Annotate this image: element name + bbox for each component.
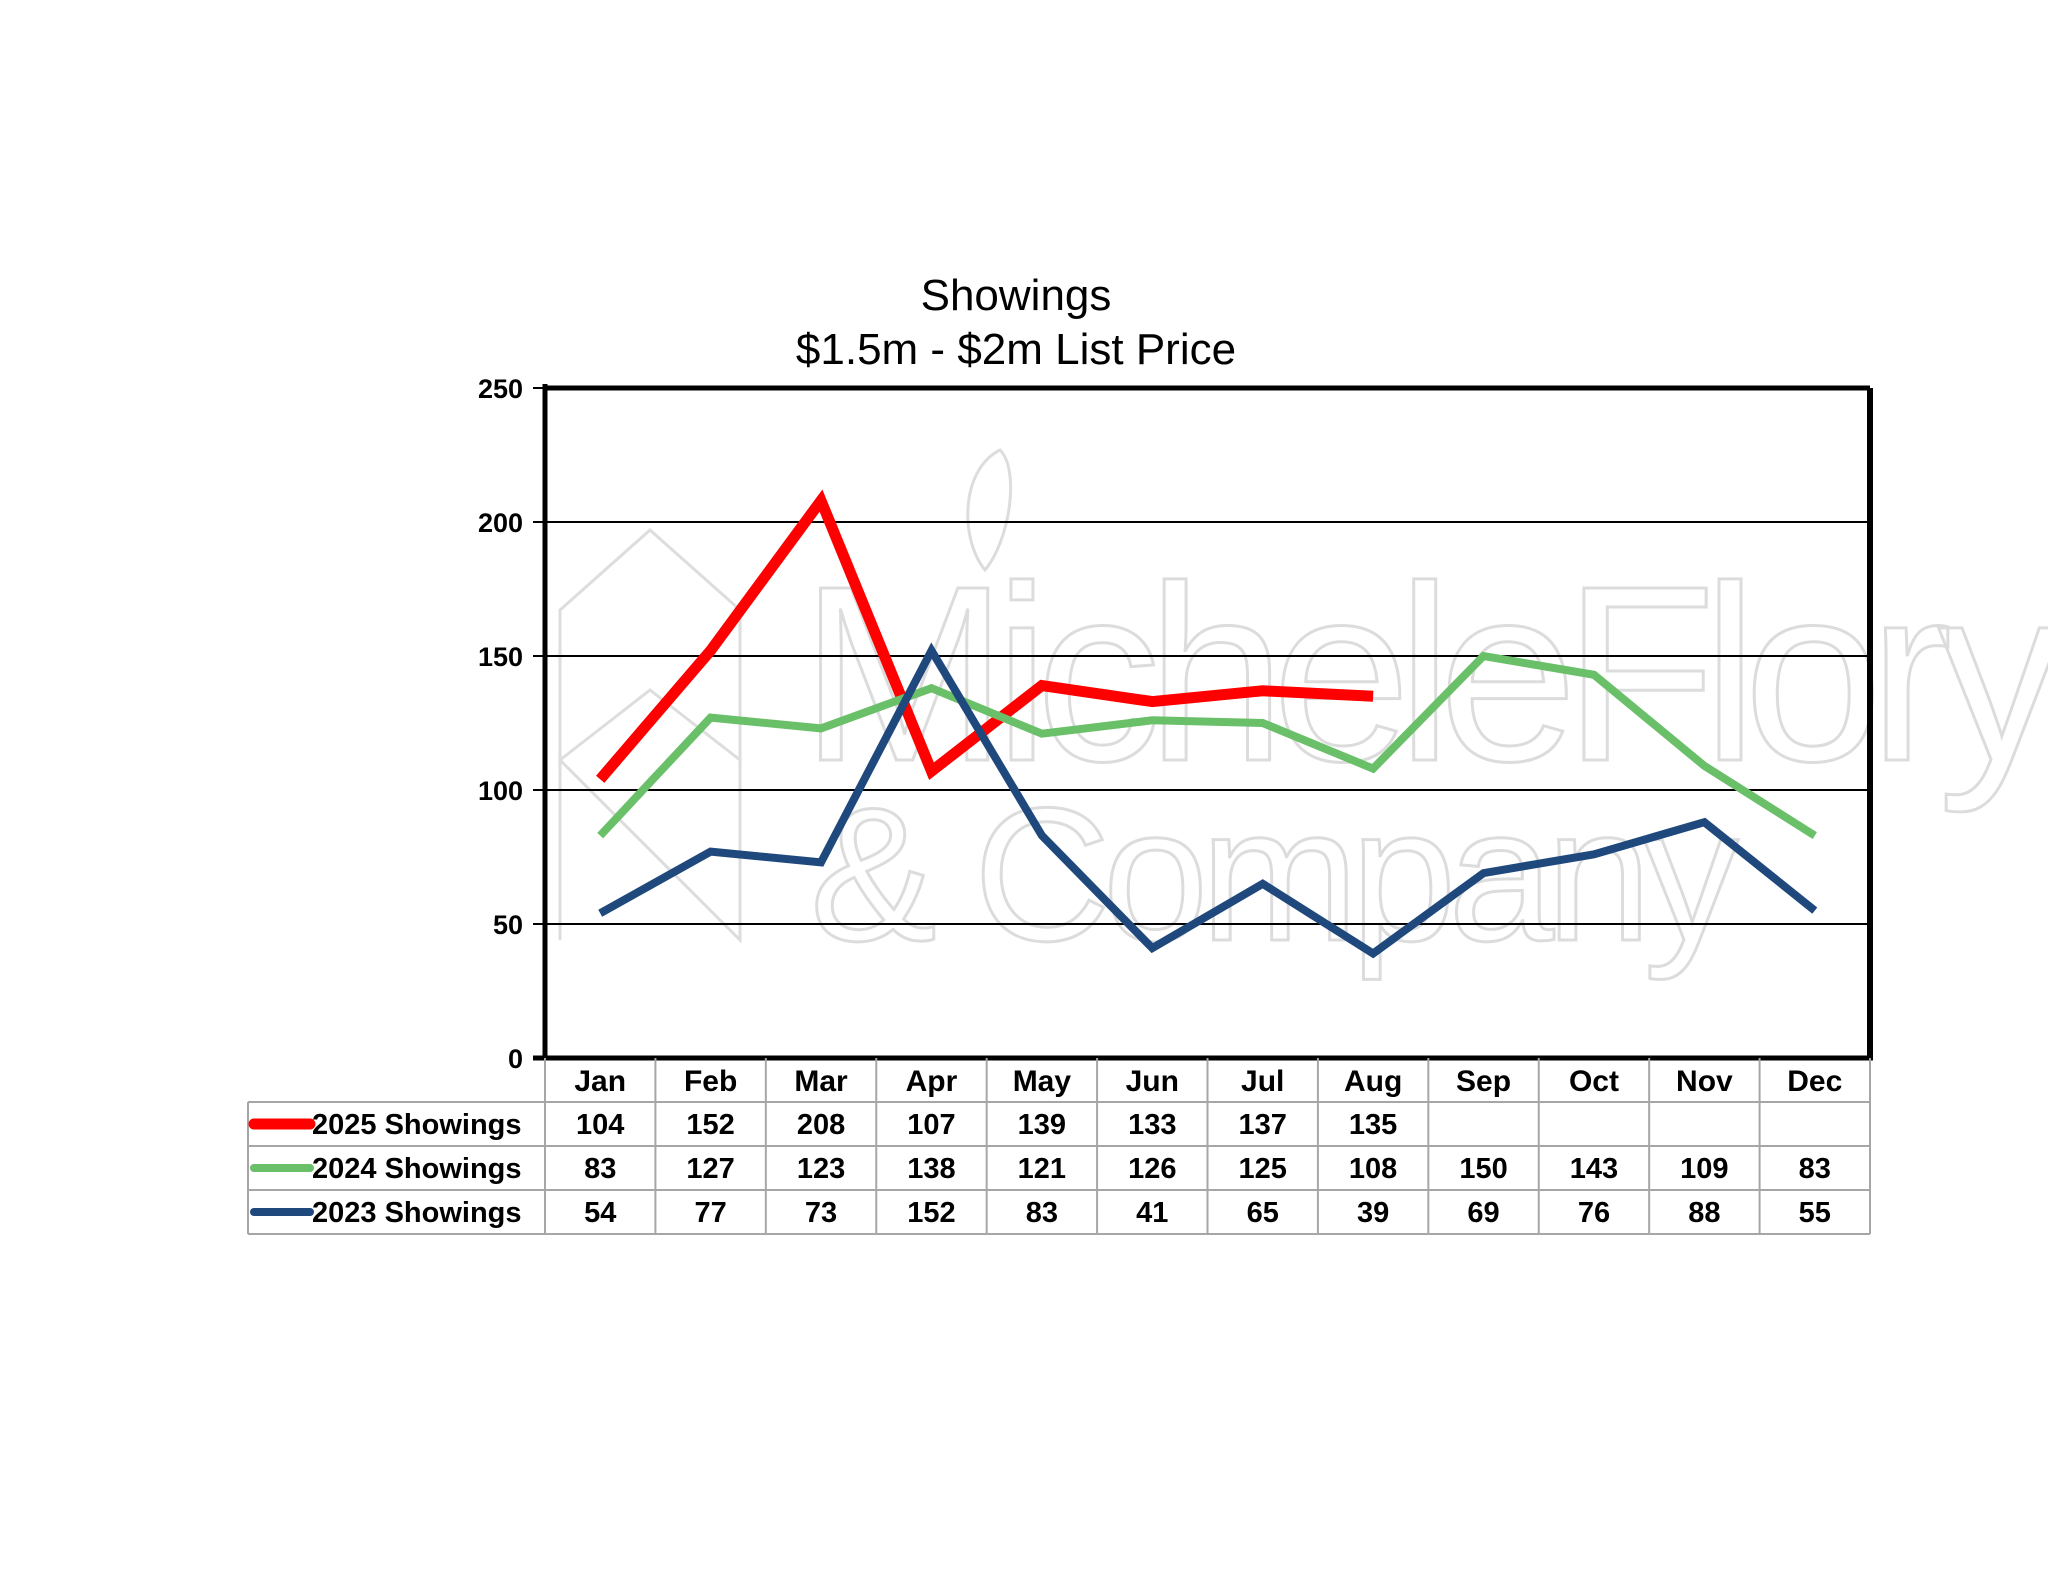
data-table: Jan Feb Mar Apr May Jun Jul Aug Sep Oct Nov Dec 2025… <box>247 1058 1871 1235</box>
x-category-label: Jun <box>1126 1065 1179 1098</box>
x-category-label: Aug <box>1344 1065 1402 1098</box>
watermark-line-2: & Company <box>810 769 1739 981</box>
series-lines <box>596 489 1818 959</box>
table-cell: 83 <box>584 1153 616 1185</box>
table-cell: 137 <box>1239 1109 1287 1141</box>
x-category-label: Nov <box>1676 1065 1733 1098</box>
table-cell: 143 <box>1570 1153 1618 1185</box>
table-cell: 107 <box>907 1109 955 1141</box>
legend-label: 2025 Showings <box>312 1109 522 1141</box>
table-cell: 39 <box>1357 1197 1389 1229</box>
x-category-label: Sep <box>1456 1065 1511 1098</box>
table-cell: 127 <box>686 1153 734 1185</box>
y-tick-label: 250 <box>478 374 523 404</box>
table-cell: 55 <box>1799 1197 1831 1229</box>
y-tick-label: 200 <box>478 508 523 538</box>
table-cell: 150 <box>1459 1153 1507 1185</box>
table-cell: 69 <box>1467 1197 1499 1229</box>
table-cell: 76 <box>1578 1197 1610 1229</box>
x-category-label: Feb <box>684 1065 737 1098</box>
table-cell: 126 <box>1128 1153 1176 1185</box>
x-category-label: Jan <box>574 1065 626 1098</box>
table-cell: 135 <box>1349 1109 1397 1141</box>
table-cell: 88 <box>1688 1197 1720 1229</box>
table-cell: 139 <box>1018 1109 1066 1141</box>
legend-label: 2023 Showings <box>312 1197 522 1229</box>
table-cell: 83 <box>1026 1197 1058 1229</box>
x-category-label: Mar <box>794 1065 848 1098</box>
table-cell: 104 <box>576 1109 624 1141</box>
watermark-line-1: MicheleFlory <box>800 534 2048 813</box>
table-cell: 65 <box>1247 1197 1279 1229</box>
table-cell: 41 <box>1136 1197 1168 1229</box>
x-category-label: Apr <box>906 1065 958 1098</box>
gridlines <box>545 521 1870 925</box>
series-line-1 <box>597 651 1817 839</box>
x-category-label: May <box>1013 1065 1072 1098</box>
series-line-0 <box>596 489 1374 783</box>
x-category-label: Oct <box>1569 1065 1619 1098</box>
watermark-house-icon <box>557 527 742 944</box>
table-cell: 125 <box>1239 1153 1287 1185</box>
table-cell: 152 <box>686 1109 734 1141</box>
table-cell: 77 <box>694 1197 726 1229</box>
table-cell: 108 <box>1349 1153 1397 1185</box>
y-tick-label: 0 <box>508 1044 523 1074</box>
chart-subtitle: $1.5m - $2m List Price <box>796 325 1236 374</box>
y-tick-label: 100 <box>478 776 523 806</box>
table-cell: 123 <box>797 1153 845 1185</box>
chart-title: Showings <box>921 271 1112 320</box>
table-cell: 152 <box>907 1197 955 1229</box>
x-category-label: Dec <box>1787 1065 1842 1098</box>
table-cell: 54 <box>584 1197 616 1229</box>
table-cell: 121 <box>1018 1153 1066 1185</box>
y-tick-label: 50 <box>493 910 523 940</box>
watermark-leaf-icon <box>966 448 1013 573</box>
table-cell: 138 <box>907 1153 955 1185</box>
table-cell: 109 <box>1680 1153 1728 1185</box>
x-category-label: Jul <box>1241 1065 1284 1098</box>
series-line-2 <box>598 642 1818 959</box>
y-tick-label: 150 <box>478 642 523 672</box>
table-cell: 83 <box>1799 1153 1831 1185</box>
y-axis: 0 50 100 150 200 250 <box>478 374 1873 1074</box>
table-cell: 133 <box>1128 1109 1176 1141</box>
table-cell: 73 <box>805 1197 837 1229</box>
table-cell: 208 <box>797 1109 845 1141</box>
legend-label: 2024 Showings <box>312 1153 522 1185</box>
watermark-logo: MicheleFlory & Company <box>557 448 2048 983</box>
